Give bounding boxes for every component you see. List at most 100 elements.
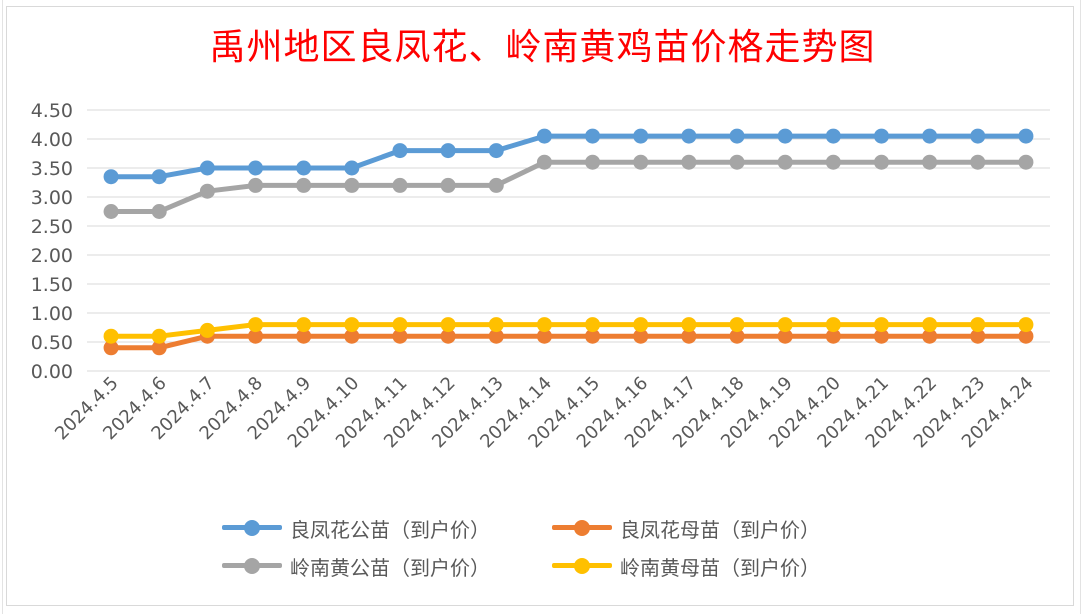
data-point-series-4 (103, 328, 119, 344)
series-line-4 (108, 322, 1029, 339)
data-point-series-4 (1018, 317, 1034, 333)
data-point-series-1 (248, 160, 264, 176)
data-point-series-2 (585, 328, 601, 344)
data-point-series-1 (729, 128, 745, 144)
data-point-series-2 (970, 328, 986, 344)
data-point-series-4 (922, 317, 938, 333)
legend-item-series-1: 良凤花公苗（到户价） (222, 514, 490, 542)
data-point-series-4 (970, 317, 986, 333)
legend-swatch-series-3 (222, 552, 282, 580)
y-tick-label: 4.50 (31, 100, 73, 122)
data-point-series-1 (488, 143, 504, 159)
data-point-series-1 (344, 160, 360, 176)
data-point-series-1 (825, 128, 841, 144)
legend-item-series-4: 岭南黄母苗（到户价） (552, 552, 820, 580)
data-point-series-3 (151, 204, 167, 219)
data-point-series-1 (536, 128, 552, 144)
data-point-series-2 (296, 328, 312, 344)
data-point-series-1 (681, 128, 697, 144)
data-point-series-1 (103, 169, 119, 185)
y-tick-label: 1.00 (31, 303, 73, 325)
data-point-series-1 (585, 128, 601, 144)
data-point-series-2 (777, 328, 793, 344)
data-point-series-4 (873, 317, 889, 333)
data-point-series-3 (440, 177, 456, 193)
data-point-series-1 (440, 143, 456, 159)
data-point-series-3 (729, 154, 745, 170)
data-point-series-3 (392, 177, 408, 193)
data-point-series-2 (488, 328, 504, 344)
data-point-series-2 (681, 328, 697, 344)
data-point-series-4 (248, 317, 264, 333)
data-point-series-3 (103, 204, 119, 219)
y-tick-label: 0.00 (31, 361, 73, 383)
data-point-series-4 (488, 317, 504, 333)
data-point-series-4 (536, 317, 552, 333)
y-tick-label: 2.50 (31, 216, 73, 238)
data-point-series-4 (777, 317, 793, 333)
data-point-series-1 (1018, 128, 1034, 144)
legend-label-series-3: 岭南黄公苗（到户价） (290, 555, 490, 580)
data-point-series-1 (873, 128, 889, 144)
legend-label-series-2: 良凤花母苗（到户价） (620, 517, 820, 542)
legend-label-series-4: 岭南黄母苗（到户价） (620, 555, 820, 580)
data-point-series-3 (825, 154, 841, 170)
y-tick-label: 4.00 (31, 129, 73, 151)
data-point-series-2 (729, 328, 745, 344)
sheet-gridline (1080, 0, 1081, 614)
data-point-series-2 (825, 328, 841, 344)
data-point-series-4 (729, 317, 745, 333)
data-point-series-4 (344, 317, 360, 333)
data-point-series-2 (440, 328, 456, 344)
data-point-series-2 (248, 328, 264, 344)
y-tick-label: 1.50 (31, 274, 73, 296)
chart-area[interactable] (6, 6, 1074, 606)
data-point-series-3 (488, 177, 504, 193)
series-line-2 (108, 333, 1029, 351)
data-point-series-2 (633, 328, 649, 344)
data-point-series-3 (296, 177, 312, 193)
data-point-series-1 (296, 160, 312, 176)
data-point-series-3 (681, 154, 697, 170)
data-point-series-3 (199, 183, 215, 199)
data-point-series-3 (344, 177, 360, 193)
data-point-series-3 (1018, 154, 1034, 170)
legend-swatch-series-1 (222, 514, 282, 542)
series-line-1 (108, 133, 1029, 180)
data-point-series-4 (585, 317, 601, 333)
legend-item-series-2: 良凤花母苗（到户价） (552, 514, 820, 542)
data-point-series-4 (825, 317, 841, 333)
y-tick-label: 3.00 (31, 187, 73, 209)
sheet-gridline (2, 0, 3, 614)
data-point-series-4 (151, 328, 167, 344)
y-tick-label: 0.50 (31, 332, 73, 354)
series-line-3 (108, 159, 1029, 214)
data-point-series-4 (681, 317, 697, 333)
data-point-series-3 (585, 154, 601, 170)
legend-item-series-3: 岭南黄公苗（到户价） (222, 552, 490, 580)
data-point-series-3 (873, 154, 889, 170)
data-point-series-1 (151, 169, 167, 185)
data-point-series-3 (633, 154, 649, 170)
data-point-series-2 (873, 328, 889, 344)
data-point-series-4 (296, 317, 312, 333)
data-point-series-3 (777, 154, 793, 170)
data-point-series-2 (344, 328, 360, 344)
data-point-series-1 (392, 143, 408, 159)
legend-swatch-series-4 (552, 552, 612, 580)
data-point-series-1 (777, 128, 793, 144)
data-point-series-1 (970, 128, 986, 144)
data-point-series-4 (392, 317, 408, 333)
data-point-series-4 (440, 317, 456, 333)
data-point-series-2 (1018, 328, 1034, 344)
data-point-series-3 (536, 154, 552, 170)
data-point-series-2 (922, 328, 938, 344)
data-point-series-2 (151, 340, 167, 356)
data-point-series-3 (248, 177, 264, 193)
data-point-series-1 (922, 128, 938, 144)
data-point-series-2 (536, 328, 552, 344)
legend-label-series-1: 良凤花公苗（到户价） (290, 517, 490, 542)
data-point-series-4 (199, 322, 215, 338)
y-tick-label: 2.00 (31, 245, 73, 267)
